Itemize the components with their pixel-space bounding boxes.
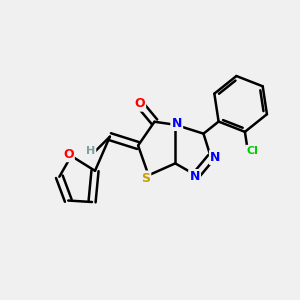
Text: N: N [172,117,182,130]
Text: Cl: Cl [246,146,258,156]
Text: O: O [134,98,145,110]
Text: N: N [189,170,200,183]
Text: N: N [210,151,220,164]
Text: O: O [63,148,74,161]
Text: H: H [86,146,95,157]
Text: S: S [141,172,150,185]
